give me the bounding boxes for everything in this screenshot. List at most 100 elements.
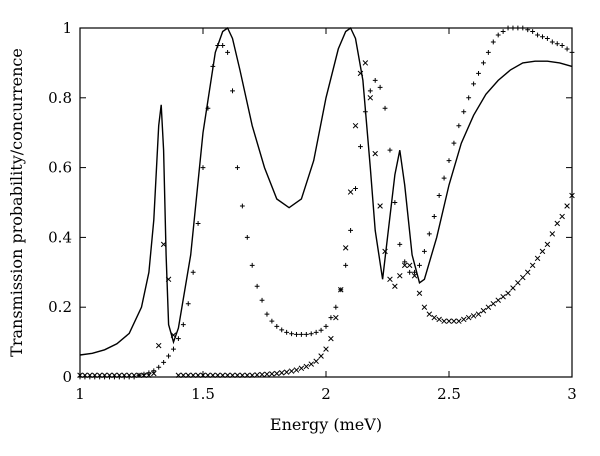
plus-marker [358, 144, 363, 150]
plus-marker [490, 39, 496, 45]
plus-marker [476, 70, 481, 76]
cross-marker [456, 318, 462, 324]
cross-marker [367, 95, 374, 101]
plus-marker [422, 248, 427, 254]
x-tick-label: 3 [567, 385, 577, 403]
cross-marker [406, 262, 413, 269]
plus-marker [407, 269, 413, 275]
cross-marker [495, 297, 501, 303]
cross-marker [87, 372, 93, 379]
cross-marker [269, 371, 275, 377]
plus-marker [446, 158, 452, 164]
cross-marker [205, 372, 211, 379]
cross-marker [485, 304, 492, 310]
series-2 [77, 60, 575, 379]
cross-marker [264, 371, 270, 377]
y-tick-label: 0.4 [48, 228, 72, 246]
cross-marker [490, 300, 497, 307]
cross-marker [520, 274, 526, 281]
plus-marker [146, 370, 152, 376]
plus-marker [313, 329, 319, 335]
cross-marker [151, 370, 157, 377]
plus-marker [417, 262, 422, 268]
cross-marker [387, 276, 393, 283]
cross-marker [126, 372, 132, 379]
plus-marker [436, 193, 442, 198]
cross-marker [352, 122, 359, 129]
cross-marker [288, 368, 295, 374]
cross-marker [480, 307, 487, 314]
plus-marker [431, 214, 437, 219]
cross-marker [298, 365, 305, 372]
plus-marker [235, 165, 240, 170]
cross-marker [510, 285, 516, 291]
plus-marker [510, 25, 516, 31]
cross-marker [465, 314, 472, 321]
plus-marker [353, 186, 358, 191]
plus-marker [500, 29, 506, 34]
cross-marker [392, 283, 398, 290]
plus-marker [377, 84, 383, 90]
plus-marker [274, 323, 280, 329]
cross-marker [313, 358, 319, 365]
cross-marker [318, 353, 324, 359]
plus-marker [328, 315, 334, 321]
plus-marker [244, 235, 250, 240]
cross-marker [342, 245, 349, 251]
cross-marker [293, 367, 300, 373]
cross-marker [77, 372, 83, 379]
plus-marker [485, 50, 491, 55]
cross-marker [411, 273, 418, 279]
y-tick-label: 1 [62, 19, 72, 37]
plus-marker [466, 95, 472, 101]
cross-marker [239, 372, 246, 379]
plus-marker [367, 88, 373, 94]
plus-marker [387, 147, 393, 153]
cross-marker [249, 372, 255, 379]
plus-marker [569, 50, 575, 55]
plus-marker [520, 25, 526, 31]
cross-marker [534, 255, 541, 262]
cross-marker [195, 372, 201, 379]
plus-marker [540, 34, 545, 40]
cross-marker [564, 203, 570, 209]
x-tick-label: 2.5 [437, 385, 461, 403]
cross-marker [96, 372, 103, 379]
series-line [79, 26, 573, 356]
cross-marker [524, 269, 531, 276]
plus-marker [559, 43, 565, 48]
plus-marker [372, 77, 378, 83]
cross-marker [377, 203, 383, 209]
plus-marker [441, 175, 447, 181]
cross-marker [461, 316, 467, 323]
plus-marker [318, 327, 324, 333]
cross-marker [338, 286, 344, 293]
plus-marker [549, 39, 555, 45]
plus-marker [323, 323, 329, 329]
cross-marker [190, 372, 196, 379]
plus-marker [402, 259, 408, 265]
x-tick-label: 1 [75, 385, 85, 403]
plus-marker [545, 36, 550, 41]
plus-marker [249, 262, 255, 268]
cross-marker [431, 314, 437, 321]
plus-marker [200, 165, 206, 170]
y-axis-label: Transmission probability/concurrence [7, 48, 26, 357]
cross-marker [278, 370, 285, 376]
cross-marker [549, 231, 556, 237]
plus-marker [220, 43, 226, 48]
cross-marker [111, 372, 118, 379]
cross-marker [421, 304, 428, 310]
cross-marker [92, 372, 98, 379]
cross-marker [224, 372, 231, 379]
y-tick-label: 0.6 [48, 159, 72, 177]
cross-marker [210, 372, 216, 379]
cross-marker [259, 371, 265, 378]
cross-marker [372, 150, 378, 157]
cross-marker [347, 189, 354, 195]
plus-marker [505, 25, 511, 31]
series-1 [77, 25, 575, 380]
plus-marker [530, 29, 536, 34]
cross-marker [219, 372, 226, 379]
